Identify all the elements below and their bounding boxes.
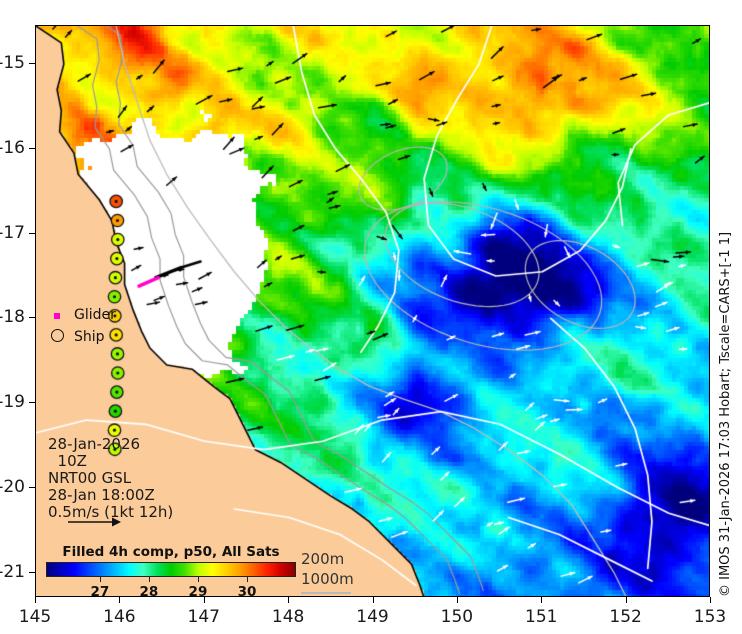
colorbar-tick [197, 577, 199, 582]
colorbar-title: Filled 4h comp, p50, All Sats [62, 544, 280, 560]
y-axis-tick [29, 571, 35, 573]
colorbar-tick [246, 577, 248, 582]
x-axis-tick-label: 147 [187, 607, 220, 627]
colorbar-ticks [46, 577, 296, 584]
colorbar: Filled 4h comp, p50, All Sats 27 28 29 30 [46, 544, 296, 597]
info-vector-scale: 0.5m/s (1kt 12h) [48, 503, 174, 521]
x-axis-tick-label: 149 [356, 607, 389, 627]
y-axis-tick-label: -20 [0, 476, 25, 497]
colorbar-tick-label: 29 [188, 584, 208, 597]
x-axis-tick-label: 146 [103, 607, 136, 627]
y-axis-tick-label: -15 [0, 53, 25, 74]
colorbar-tick-label: 27 [90, 584, 110, 597]
colorbar-tick-label: 30 [237, 584, 257, 597]
legend-item-ship: Ship [44, 326, 116, 348]
x-axis-tick [625, 597, 627, 603]
y-axis-tick [29, 232, 35, 234]
x-axis-tick [710, 597, 711, 603]
info-product: NRT00 GSL [48, 469, 132, 487]
depth-1000m-label: 1000m [301, 570, 354, 588]
info-hour: 10Z [48, 452, 87, 470]
glider-dot-icon [44, 307, 70, 323]
legend-label-glider: Glider [74, 307, 116, 323]
map-overlay-canvas [36, 26, 709, 596]
colorbar-tick-label: 28 [139, 584, 159, 597]
y-axis-tick [29, 63, 35, 65]
x-axis-tick-label: 150 [440, 607, 474, 627]
legend-label-ship: Ship [74, 329, 105, 345]
y-axis-tick [29, 317, 35, 319]
x-axis-tick-label: 145 [18, 607, 52, 627]
symbol-legend: Glider Ship [44, 304, 116, 348]
y-axis-tick-label: -17 [0, 222, 25, 243]
y-axis-tick [29, 402, 35, 404]
bathymetry-key: 200m 1000m [301, 549, 354, 594]
y-axis-tick-label: -16 [0, 137, 25, 158]
x-axis-tick [456, 597, 458, 603]
x-axis-tick [541, 597, 543, 603]
colorbar-tick [99, 577, 101, 582]
x-axis-tick [203, 597, 205, 603]
x-axis-tick [119, 597, 121, 603]
colorbar-gradient [46, 562, 296, 577]
info-annotation-block: 28-Jan-2026 10Z NRT00 GSL 28-Jan 18:00Z … [48, 436, 173, 521]
info-date: 28-Jan-2026 [48, 435, 141, 453]
x-axis-tick [372, 597, 374, 603]
x-axis-tick [35, 597, 36, 603]
depth-200m-label: 200m [301, 550, 345, 568]
y-axis-tick-label: -19 [0, 392, 25, 413]
vector-scale-arrow-icon [68, 517, 121, 527]
x-axis-tick-label: 152 [609, 607, 642, 627]
ship-circle-icon [44, 328, 70, 346]
y-axis-tick-label: -21 [0, 561, 25, 582]
depth-1000m-line-swatch [301, 592, 351, 594]
copyright-caption: © IMOS 31-Jan-2026 17:03 Hobart; Tscale=… [718, 231, 733, 597]
y-axis-tick-label: -18 [0, 307, 25, 328]
y-axis-tick [29, 486, 35, 488]
y-axis-tick [29, 147, 35, 149]
x-axis-tick [288, 597, 290, 603]
map-plot-area[interactable]: Glider Ship 28-Jan-2026 10Z NRT00 GSL 28… [35, 25, 710, 597]
colorbar-tick-labels: 27 28 29 30 [46, 584, 296, 597]
info-valid-time: 28-Jan 18:00Z [48, 486, 155, 504]
x-axis-tick-label: 148 [271, 607, 305, 627]
x-axis-tick-label: 153 [693, 607, 727, 627]
legend-item-glider: Glider [44, 304, 116, 326]
colorbar-tick [148, 577, 150, 582]
x-axis-tick-label: 151 [525, 607, 558, 627]
